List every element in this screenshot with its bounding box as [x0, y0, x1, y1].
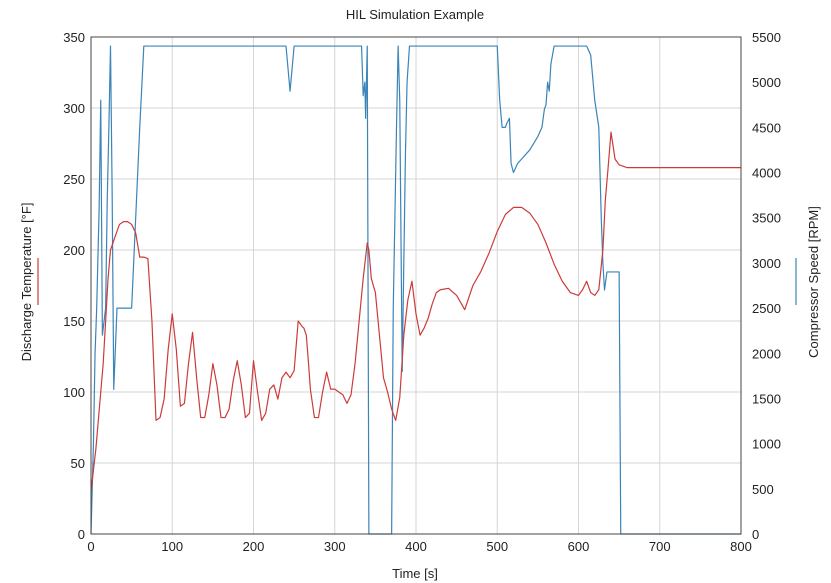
- x-tick-label-4: 400: [405, 539, 427, 554]
- y-left-tick-label-4: 200: [63, 243, 85, 258]
- x-tick-label-0: 0: [87, 539, 94, 554]
- y-right-tick-label-10: 5000: [752, 75, 781, 90]
- x-tick-label-7: 700: [649, 539, 671, 554]
- y-right-tick-label-8: 4000: [752, 166, 781, 181]
- y-left-axis-label: Discharge Temperature [°F]: [19, 203, 34, 362]
- y-right-tick-label-11: 5500: [752, 30, 781, 45]
- compressor-speed-line: [90, 45, 741, 535]
- x-tick-label-5: 500: [486, 539, 508, 554]
- y-left-tick-label-1: 50: [71, 456, 85, 471]
- x-tick-label-1: 100: [161, 539, 183, 554]
- y-right-tick-label-7: 3500: [752, 211, 781, 226]
- y-left-tick-label-3: 150: [63, 314, 85, 329]
- x-tick-label-8: 800: [730, 539, 752, 554]
- x-tick-label-2: 200: [243, 539, 265, 554]
- y-left-tick-label-2: 100: [63, 385, 85, 400]
- y-left-tick-label-6: 300: [63, 101, 85, 116]
- series-group: [90, 45, 741, 535]
- y-left-tick-label-7: 350: [63, 30, 85, 45]
- y-right-tick-label-0: 0: [752, 527, 759, 542]
- y-left-tick-label-5: 250: [63, 172, 85, 187]
- y-right-axis-label: Compressor Speed [RPM]: [806, 206, 821, 358]
- x-tick-label-6: 600: [568, 539, 590, 554]
- chart-title: HIL Simulation Example: [346, 7, 484, 22]
- y-right-tick-label-9: 4500: [752, 120, 781, 135]
- y-right-tick-label-4: 2000: [752, 346, 781, 361]
- x-axis-label: Time [s]: [392, 566, 438, 581]
- y-right-tick-label-1: 500: [752, 482, 774, 497]
- y-right-tick-label-5: 2500: [752, 301, 781, 316]
- y-left-tick-label-0: 0: [78, 527, 85, 542]
- tick-labels: 0 100 200 300 400 500 600 700 800050100150200250…: [63, 30, 781, 554]
- x-tick-label-3: 300: [324, 539, 346, 554]
- discharge-temperature-line: [90, 131, 741, 492]
- y-right-tick-label-2: 1000: [752, 437, 781, 452]
- y-right-tick-label-6: 3000: [752, 256, 781, 271]
- plot-frame: [90, 36, 742, 535]
- y-right-tick-label-3: 1500: [752, 391, 781, 406]
- grid: [90, 36, 742, 535]
